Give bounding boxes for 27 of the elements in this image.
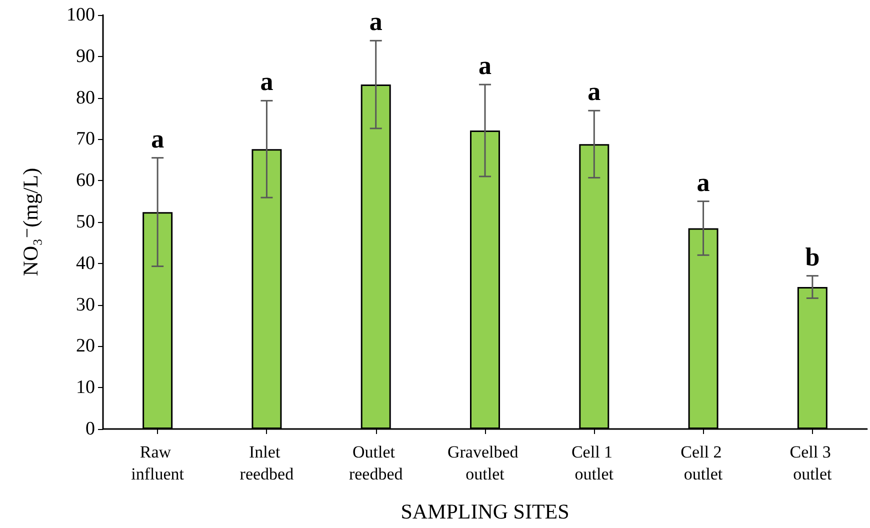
annotation: a bbox=[151, 124, 164, 154]
y-tick-label: 40 bbox=[76, 252, 95, 274]
x-tick-label: Raw influent bbox=[131, 442, 184, 484]
y-tick-label: 70 bbox=[76, 128, 95, 150]
annotation: a bbox=[696, 168, 710, 197]
y-tick-label: 20 bbox=[76, 336, 95, 357]
annotation: a bbox=[369, 7, 382, 36]
y-tick-label: 30 bbox=[76, 294, 95, 316]
x-tick-label: Gravelbed outlet bbox=[447, 442, 523, 484]
x-tick-label: Cell 1 outlet bbox=[571, 442, 617, 484]
annotation: a bbox=[260, 67, 274, 96]
y-tick-label: 90 bbox=[76, 46, 95, 67]
x-tick-label: Cell 2 outlet bbox=[680, 442, 726, 484]
y-tick-label: 60 bbox=[76, 170, 95, 192]
y-tick-label: 10 bbox=[76, 377, 95, 398]
y-tick-label: 80 bbox=[76, 87, 95, 108]
annotation: a bbox=[478, 51, 492, 80]
annotation: b bbox=[805, 242, 820, 272]
y-axis-title: NO₃⁻(mg/L) bbox=[18, 168, 42, 276]
x-axis-title: SAMPLING SITES bbox=[400, 500, 570, 524]
y-tick-label: 50 bbox=[76, 212, 95, 232]
annotation: a bbox=[588, 77, 601, 106]
x-tick-label: Outlet reedbed bbox=[348, 442, 404, 484]
y-tick-label: 0 bbox=[86, 418, 95, 440]
y-tick-label: 100 bbox=[66, 4, 95, 26]
x-tick-label: Inlet reedbed bbox=[240, 442, 294, 484]
x-tick-label: Cell 3 outlet bbox=[790, 442, 836, 484]
